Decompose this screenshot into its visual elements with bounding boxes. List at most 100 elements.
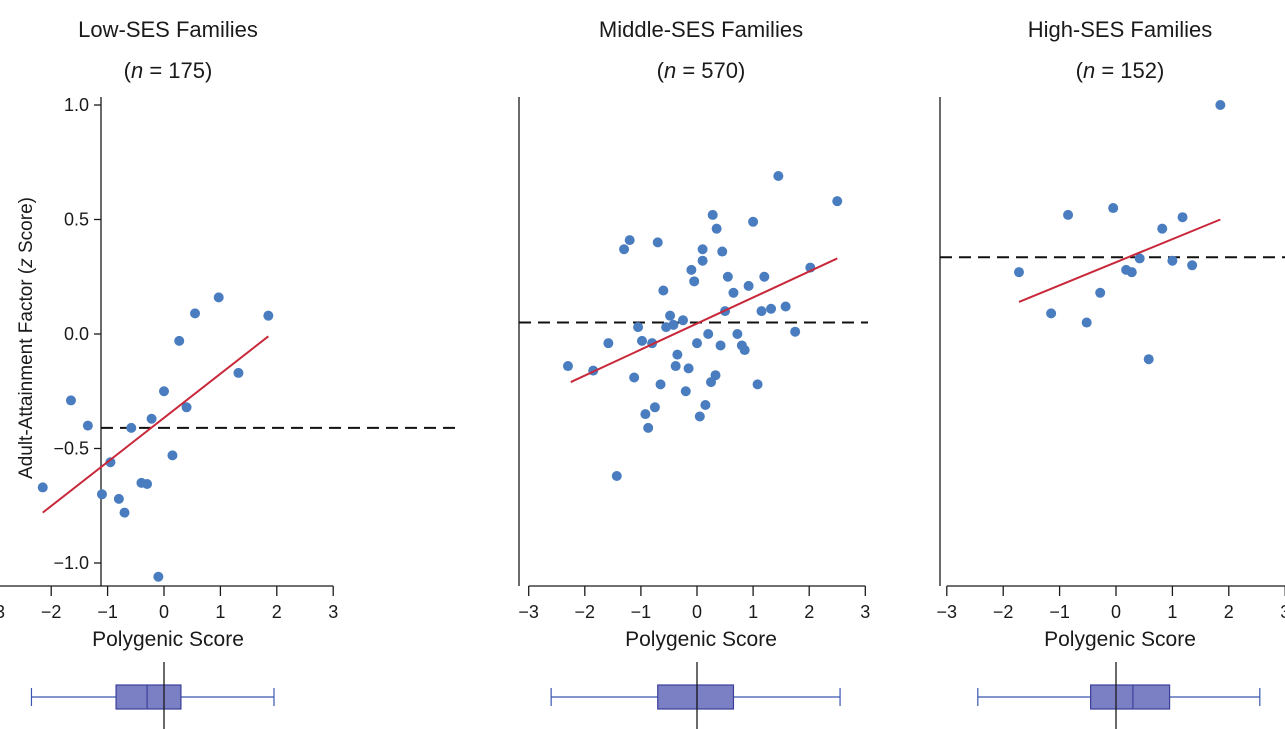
y-axis-label: Adult-Attainment Factor (z Score) — [16, 197, 37, 479]
data-point — [637, 335, 648, 346]
data-point — [1187, 260, 1198, 271]
data-point — [672, 349, 683, 360]
x-tick-label: −2 — [993, 602, 1014, 622]
x-tick-label: −1 — [1049, 602, 1070, 622]
data-point — [146, 413, 157, 424]
data-point — [697, 244, 708, 255]
x-axis-label: Polygenic Score — [625, 628, 777, 651]
data-point — [1108, 203, 1119, 214]
panel-sample-size: (n = 570) — [657, 58, 746, 83]
x-tick-label: −2 — [41, 602, 62, 622]
data-point — [711, 223, 722, 234]
x-tick-label: 0 — [692, 602, 702, 622]
data-point — [1134, 253, 1145, 264]
data-point — [233, 367, 244, 378]
regression-line — [1018, 218, 1221, 303]
data-point — [167, 450, 178, 461]
data-point — [629, 372, 640, 383]
panel-title: Low-SES Families — [78, 17, 258, 42]
data-point — [65, 395, 76, 406]
y-tick-label: −1.0 — [53, 553, 89, 573]
data-point — [181, 402, 192, 413]
x-tick-label: −1 — [631, 602, 652, 622]
data-point — [37, 482, 48, 493]
data-point — [611, 470, 622, 481]
data-point — [732, 329, 743, 339]
data-point — [603, 338, 614, 349]
panel-sample-size: (n = 152) — [1076, 58, 1165, 83]
data-point — [756, 306, 767, 317]
data-point — [743, 280, 754, 291]
data-point — [213, 292, 224, 303]
data-point — [773, 170, 784, 181]
y-tick-label: 0.5 — [64, 210, 89, 230]
x-tick-label: 3 — [860, 602, 870, 622]
data-point — [190, 308, 201, 319]
panel-sample-size: (n = 175) — [124, 58, 213, 83]
y-tick-label: 0.0 — [64, 324, 89, 344]
data-point — [1013, 267, 1024, 278]
data-point — [649, 402, 660, 413]
data-point — [689, 276, 700, 287]
data-point — [697, 255, 708, 266]
data-point — [707, 209, 718, 220]
data-point — [670, 361, 681, 372]
data-point — [700, 399, 711, 410]
data-point — [748, 216, 759, 227]
data-point — [1215, 100, 1226, 110]
data-point — [174, 335, 185, 346]
boxplot-box — [1090, 684, 1171, 710]
data-point — [1143, 354, 1154, 365]
data-point — [780, 301, 791, 312]
data-point — [680, 386, 691, 397]
x-axis-label: Polygenic Score — [92, 628, 244, 651]
data-point — [624, 235, 635, 246]
panel-1: Low-SES Families (n = 175) −3 −2 −1 0 1 2 3 Polyg… — [0, 17, 455, 729]
x-tick-label: 0 — [1111, 602, 1121, 622]
x-tick-label: 2 — [272, 602, 282, 622]
data-point — [1126, 267, 1137, 278]
data-point — [677, 315, 688, 326]
data-point — [658, 285, 669, 296]
data-point — [703, 329, 714, 339]
y-tick-label: 1.0 — [64, 95, 89, 115]
data-point — [562, 361, 573, 372]
data-point — [668, 319, 679, 330]
boxplot-box — [657, 684, 735, 710]
x-tick-label: −3 — [937, 602, 958, 622]
x-tick-label: 1 — [1167, 602, 1177, 622]
data-point — [715, 340, 726, 351]
x-tick-label: 2 — [804, 602, 814, 622]
data-point — [82, 420, 93, 431]
data-point — [686, 264, 697, 275]
data-point — [683, 363, 694, 374]
data-point — [766, 303, 777, 314]
x-tick-label: −3 — [518, 602, 539, 622]
data-point — [142, 478, 153, 489]
data-point — [126, 422, 137, 433]
data-point — [722, 271, 733, 282]
x-tick-label: 2 — [1224, 602, 1234, 622]
data-point — [728, 287, 739, 298]
panel-3: High-SES Families (n = 152) −3 −2 −1 0 1 2 3 Poly… — [937, 17, 1285, 729]
data-point — [619, 244, 630, 255]
data-point — [1081, 317, 1092, 328]
data-point — [633, 322, 644, 333]
data-point — [665, 310, 676, 321]
panel-2: Middle-SES Families (n = 570) −3 −2 −1 0 1 2 3 Po… — [518, 17, 870, 729]
x-tick-label: −3 — [0, 602, 5, 622]
data-point — [832, 196, 843, 207]
x-tick-label: 1 — [215, 602, 225, 622]
data-point — [1063, 209, 1074, 220]
x-tick-label: 0 — [159, 602, 169, 622]
panel-title: High-SES Families — [1028, 17, 1213, 42]
x-axis-label: Polygenic Score — [1044, 628, 1196, 651]
data-point — [643, 422, 654, 433]
x-tick-label: −1 — [97, 602, 118, 622]
data-point — [739, 345, 750, 356]
x-tick-label: 3 — [328, 602, 338, 622]
data-point — [1177, 212, 1188, 223]
x-tick-label: −2 — [575, 602, 596, 622]
data-point — [694, 411, 705, 422]
data-point — [96, 489, 107, 500]
